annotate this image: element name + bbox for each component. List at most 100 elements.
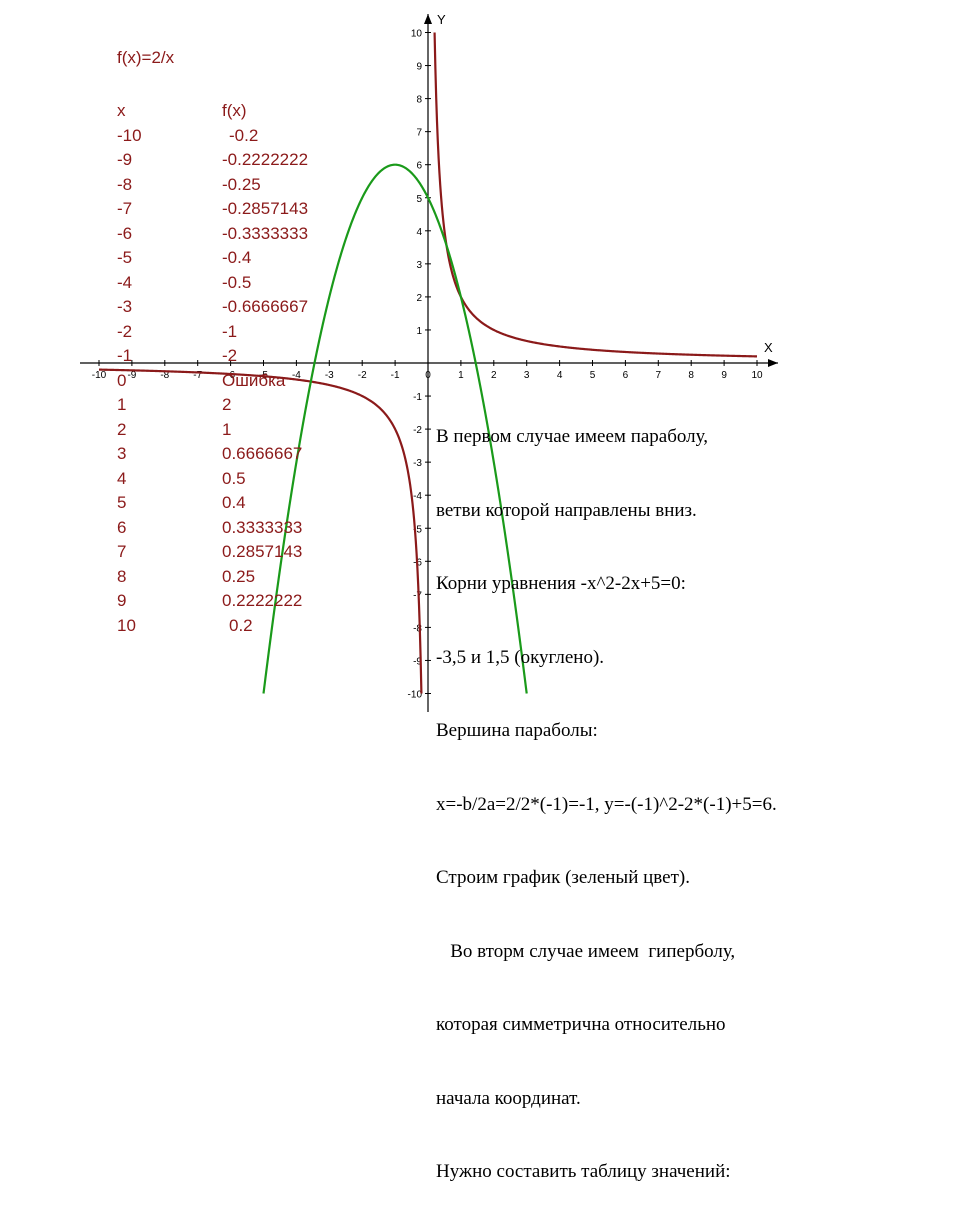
table-cell-x: 6 bbox=[117, 517, 127, 537]
table-cell-x: -1 bbox=[117, 346, 133, 365]
table-cell-fx: -0.6666667 bbox=[222, 297, 309, 316]
table-cell-fx: -0.3333333 bbox=[222, 223, 309, 243]
y-tick-label: 3 bbox=[416, 260, 422, 271]
description-line: Нужно составить таблицу значений: bbox=[436, 1161, 731, 1182]
x-tick-label: -8 bbox=[160, 370, 169, 381]
description-line: -3,5 и 1,5 (окуглено). bbox=[436, 646, 605, 668]
x-tick-label: 0 bbox=[425, 370, 431, 381]
table-cell-fx: 0.3333333 bbox=[222, 517, 303, 537]
description-text: В первом случае имеем параболу, ветви ко… bbox=[436, 376, 777, 1209]
table-cell-fx: 0.5 bbox=[222, 468, 246, 488]
table-header-x: x bbox=[117, 101, 126, 120]
table-cell-x: -5 bbox=[117, 248, 133, 267]
y-tick-label: -8 bbox=[413, 623, 422, 634]
table-cell-fx: 0.2 bbox=[229, 615, 253, 635]
table-cell-fx: 0.6666667 bbox=[222, 444, 303, 463]
x-axis-name: X bbox=[764, 340, 773, 355]
x-tick-label: 9 bbox=[721, 370, 727, 381]
table-cell-fx: 0.2222222 bbox=[222, 591, 303, 610]
description-line: Корни уравнения -x^2-2x+5=0: bbox=[436, 573, 686, 594]
table-cell-x: -6 bbox=[117, 223, 133, 243]
axes bbox=[80, 14, 778, 712]
table-cell-x: -9 bbox=[117, 150, 133, 169]
y-tick-label: -9 bbox=[413, 656, 422, 667]
description-line: Строим график (зеленый цвет). bbox=[436, 867, 690, 888]
table-cell-fx: Ошибка bbox=[222, 370, 286, 390]
x-tick-label: 1 bbox=[458, 370, 464, 381]
function-title: f(x)=2/x bbox=[117, 48, 175, 67]
description-line: ветви которой направлены вниз. bbox=[436, 499, 697, 521]
y-tick-label: 6 bbox=[416, 161, 422, 172]
function-plot: XY-10 -9 -8 -7 -6 -5 -4 -3 -2 -1 0 1 2 3 4 5 6 7 8 9 10-10-9… bbox=[80, 12, 778, 712]
y-tick-label: -2 bbox=[413, 425, 422, 436]
x-tick-label: 10 bbox=[751, 370, 763, 381]
x-tick-label: -9 bbox=[127, 370, 136, 381]
x-tick-label: 6 bbox=[623, 370, 629, 381]
y-tick-label: 5 bbox=[416, 194, 422, 205]
y-tick-label: -5 bbox=[413, 524, 422, 535]
description-line: Вершина параболы: bbox=[436, 720, 598, 741]
hyperbola-right-branch bbox=[433, 32, 758, 358]
y-axis-arrow bbox=[424, 14, 432, 24]
table-cell-fx: 0.2857143 bbox=[222, 542, 303, 561]
description-line: В первом случае имеем параболу, bbox=[436, 426, 708, 447]
y-tick-label: -10 bbox=[408, 690, 423, 701]
table-cell-x: -8 bbox=[117, 174, 133, 194]
table-cell-x: -4 bbox=[117, 272, 133, 292]
y-tick-label: -3 bbox=[413, 458, 422, 469]
x-tick-label: -7 bbox=[193, 370, 202, 381]
table-cell-x: 4 bbox=[117, 468, 127, 488]
table-cell-fx: -0.25 bbox=[222, 174, 261, 194]
y-tick-label: 7 bbox=[416, 128, 422, 139]
y-tick-label: 10 bbox=[411, 29, 423, 40]
x-tick-label: 5 bbox=[590, 370, 596, 381]
table-cell-x: 2 bbox=[117, 419, 127, 439]
description-line: Во вторм случае имеем гиперболу, bbox=[436, 940, 736, 962]
y-tick-label: 9 bbox=[416, 62, 422, 73]
description-line: которая симметрична относительно bbox=[436, 1014, 726, 1035]
table-cell-x: -2 bbox=[117, 321, 133, 341]
table-cell-x: 1 bbox=[117, 395, 127, 414]
description-line: начала координат. bbox=[436, 1087, 581, 1109]
table-header-fx: f(x) bbox=[222, 101, 247, 120]
table-cell-fx: -0.2857143 bbox=[222, 199, 309, 218]
y-tick-label: -4 bbox=[413, 491, 422, 502]
x-tick-label: 2 bbox=[491, 370, 497, 381]
x-tick-label: -2 bbox=[358, 370, 367, 381]
hyperbola-left-branch bbox=[98, 368, 423, 694]
table-cell-x: -3 bbox=[117, 297, 133, 316]
table-cell-x: -10 bbox=[117, 125, 142, 145]
table-cell-x: 8 bbox=[117, 566, 127, 586]
x-tick-label: 3 bbox=[524, 370, 530, 381]
table-cell-fx: -0.2 bbox=[229, 125, 259, 145]
table-cell-fx: -1 bbox=[222, 321, 238, 341]
x-tick-label: 8 bbox=[688, 370, 694, 381]
table-cell-x: 0 bbox=[117, 370, 127, 390]
table-cell-fx: 2 bbox=[222, 395, 232, 414]
y-tick-label: 2 bbox=[416, 293, 422, 304]
x-tick-label: -6 bbox=[226, 370, 235, 381]
table-cell-x: 3 bbox=[117, 444, 127, 463]
table-cell-fx: -0.2222222 bbox=[222, 150, 309, 169]
table-cell-fx: 0.25 bbox=[222, 566, 256, 586]
table-cell-x: 5 bbox=[117, 493, 127, 512]
table-cell-fx: 0.4 bbox=[222, 493, 246, 512]
table-cell-x: -7 bbox=[117, 199, 133, 218]
table-cell-x: 9 bbox=[117, 591, 127, 610]
parabola-curve bbox=[262, 163, 528, 694]
table-cell-fx: -2 bbox=[222, 346, 238, 365]
x-tick-label: -1 bbox=[391, 370, 400, 381]
x-tick-label: -3 bbox=[325, 370, 334, 381]
y-tick-label: 1 bbox=[416, 326, 422, 337]
x-tick-label: 7 bbox=[656, 370, 662, 381]
x-tick-label: -10 bbox=[92, 370, 107, 381]
y-axis-name: Y bbox=[437, 12, 446, 27]
table-cell-fx: 1 bbox=[222, 419, 232, 439]
x-tick-label: -4 bbox=[292, 370, 301, 381]
x-axis-arrow bbox=[768, 359, 778, 367]
x-tick-label: 4 bbox=[557, 370, 563, 381]
y-tick-label: 4 bbox=[416, 227, 422, 238]
table-cell-x: 10 bbox=[117, 615, 136, 635]
table-cell-fx: -0.5 bbox=[222, 272, 252, 292]
description-line: x=-b/2a=2/2*(-1)=-1, y=-(-1)^2-2*(-1)+5=… bbox=[436, 793, 777, 815]
